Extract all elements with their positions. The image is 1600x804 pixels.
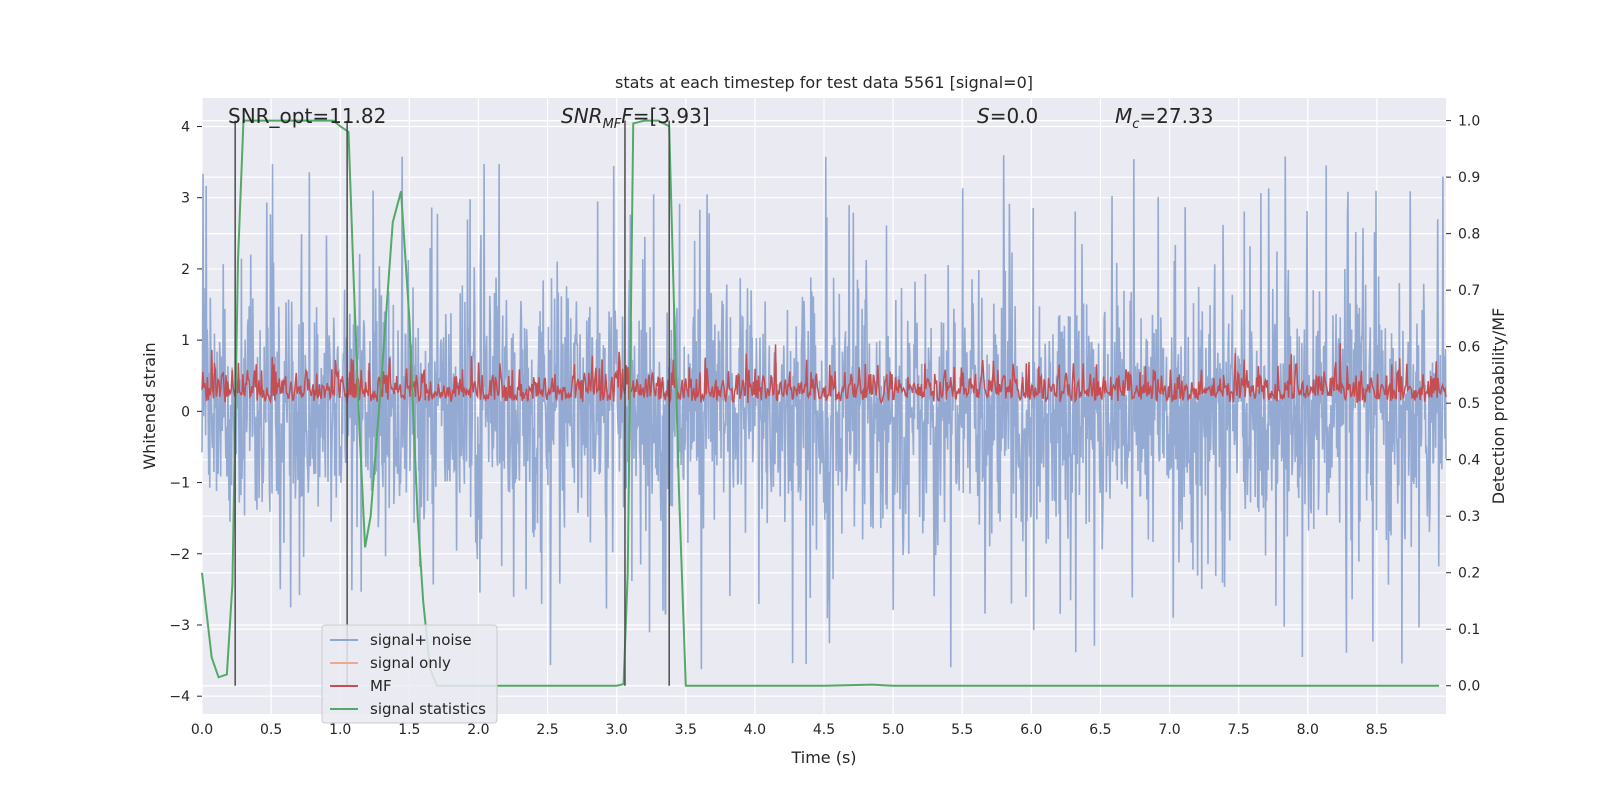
y-right-tick-label: 0.0 [1458, 679, 1480, 695]
y-right-tick-label: 0.1 [1458, 622, 1480, 638]
y-axis-label: Whitened strain [140, 342, 159, 469]
x-tick-label: 5.0 [882, 722, 904, 738]
y-tick-label: 1 [181, 333, 190, 349]
legend-label-signal-only: signal only [370, 654, 451, 672]
x-tick-label: 2.0 [467, 722, 489, 738]
series-signal-noise [201, 155, 1447, 670]
x-tick-label: 7.5 [1228, 722, 1250, 738]
y-right-tick-label: 0.4 [1458, 453, 1480, 469]
annotation-s-value: =0.0 [990, 104, 1039, 128]
x-tick-label: 4.0 [744, 722, 766, 738]
annotation-s: S=0.0 [977, 104, 1038, 128]
annotation-snr-mf-main: SNR [561, 104, 603, 128]
x-tick-label: 1.0 [329, 722, 351, 738]
tick-labels: 0.0 0.5 1.0 1.5 2.0 2.5 3.0 3.5 4.0 4.5 5.0 5.5 6.0 6… [169, 114, 1480, 738]
x-tick-label: 8.5 [1366, 722, 1388, 738]
y-right-tick-label: 1.0 [1458, 114, 1480, 130]
x-tick-label: 7.0 [1158, 722, 1180, 738]
annotation-mc-sub: c [1132, 117, 1139, 132]
series-mf [201, 343, 1447, 405]
annotation-snr-mf: SNRMFF=[3.93] [561, 104, 710, 132]
x-tick-label: 2.5 [536, 722, 558, 738]
x-tick-label: 6.0 [1020, 722, 1042, 738]
x-axis-label: Time (s) [790, 748, 856, 767]
y-tick-label: −2 [169, 547, 190, 563]
y-right-tick-label: 0.8 [1458, 227, 1480, 243]
y-right-tick-label: 0.7 [1458, 283, 1480, 299]
legend-label-signal-noise: signal+ noise [370, 631, 472, 649]
y-right-tick-label: 0.2 [1458, 566, 1480, 582]
x-tick-label: 0.5 [260, 722, 282, 738]
y-tick-label: −4 [169, 689, 190, 705]
annotation-mc-value: =27.33 [1139, 104, 1213, 128]
mf-line [201, 343, 1447, 405]
y-tick-label: 4 [181, 119, 190, 135]
y-tick-label: −1 [169, 476, 190, 492]
annotation-mc: Mc=27.33 [1115, 104, 1213, 132]
x-tick-label: 3.0 [606, 722, 628, 738]
y-right-axis-label: Detection probability/MF [1489, 308, 1508, 505]
annotation-snr-opt: SNR_opt=11.82 [228, 104, 386, 128]
noise-line [201, 155, 1447, 670]
legend: signal+ noise signal only MF signal stat… [321, 624, 498, 724]
legend-box [321, 624, 498, 724]
annotation-mc-main: M [1115, 104, 1132, 128]
y-right-tick-label: 0.5 [1458, 396, 1480, 412]
y-tick-label: −3 [169, 618, 190, 634]
chart-title: stats at each timestep for test data 556… [615, 73, 1033, 92]
x-tick-label: 8.0 [1297, 722, 1319, 738]
annotation-snr-mf-value: =[3.93] [633, 104, 710, 128]
x-tick-label: 4.5 [813, 722, 835, 738]
y-right-tick-label: 0.3 [1458, 509, 1480, 525]
x-tick-label: 0.0 [191, 722, 213, 738]
y-tick-label: 2 [181, 262, 190, 278]
x-tick-label: 5.5 [951, 722, 973, 738]
y-tick-label: 3 [181, 191, 190, 207]
x-tick-label: 6.5 [1089, 722, 1111, 738]
grid-lines [201, 98, 1446, 714]
vertical-markers [234, 120, 670, 686]
annotation-snr-mf-sub: MF [603, 117, 622, 132]
y-right-tick-label: 0.9 [1458, 170, 1480, 186]
y-right-tick-label: 0.6 [1458, 340, 1480, 356]
y-tick-label: 0 [181, 404, 190, 420]
annotation-s-main: S [977, 104, 990, 128]
legend-label-mf: MF [370, 677, 392, 695]
x-tick-label: 3.5 [675, 722, 697, 738]
x-tick-label: 1.5 [398, 722, 420, 738]
legend-label-signal-statistics: signal statistics [370, 700, 486, 718]
